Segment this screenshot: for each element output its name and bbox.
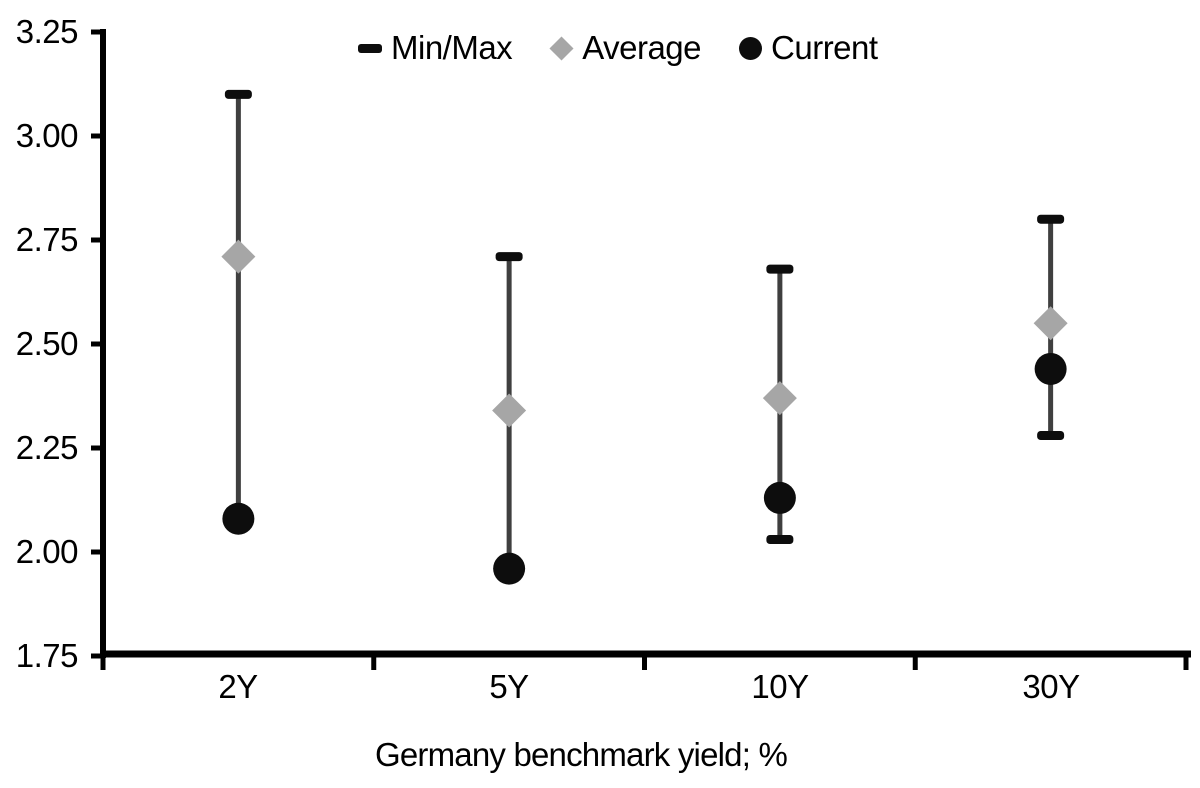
x-axis-category-label: 5Y (489, 668, 529, 705)
minmax-dash-icon (358, 43, 382, 53)
y-axis-tick-label: 1.75 (15, 637, 79, 674)
average-marker (492, 393, 527, 428)
legend: Min/Max Average Current (358, 27, 878, 69)
average-marker (762, 381, 797, 416)
max-cap-marker (1037, 214, 1065, 224)
y-axis-tick-label: 2.00 (15, 533, 79, 570)
min-cap-marker (1037, 431, 1065, 441)
current-marker (763, 481, 796, 514)
y-axis-tick-label: 3.25 (15, 13, 79, 50)
min-cap-marker (766, 535, 794, 545)
legend-item-average: Average (549, 29, 702, 67)
legend-label-average: Average (582, 29, 702, 66)
legend-label-current: Current (771, 29, 878, 66)
average-marker (221, 239, 256, 274)
max-cap-marker (766, 264, 794, 274)
x-axis-title: Germany benchmark yield; % (374, 736, 788, 773)
x-axis-category-label: 2Y (218, 668, 258, 705)
y-axis-tick-label: 2.50 (15, 325, 79, 362)
max-cap-marker (224, 89, 252, 99)
x-axis-category-label: 10Y (751, 668, 809, 705)
y-axis-tick-label: 3.00 (15, 117, 79, 154)
average-marker (1033, 306, 1068, 341)
y-axis-tick-label: 2.75 (15, 221, 79, 258)
current-circle-icon (739, 36, 763, 60)
max-cap-marker (495, 252, 523, 262)
legend-label-minmax: Min/Max (391, 29, 513, 66)
legend-item-minmax: Min/Max (358, 29, 513, 67)
x-axis-category-label: 30Y (1022, 668, 1080, 705)
y-axis-tick-label: 2.25 (15, 429, 79, 466)
average-diamond-icon (549, 35, 574, 61)
current-marker (222, 502, 255, 535)
current-marker (1034, 352, 1067, 385)
current-marker (493, 552, 526, 585)
legend-item-current: Current (739, 29, 878, 67)
